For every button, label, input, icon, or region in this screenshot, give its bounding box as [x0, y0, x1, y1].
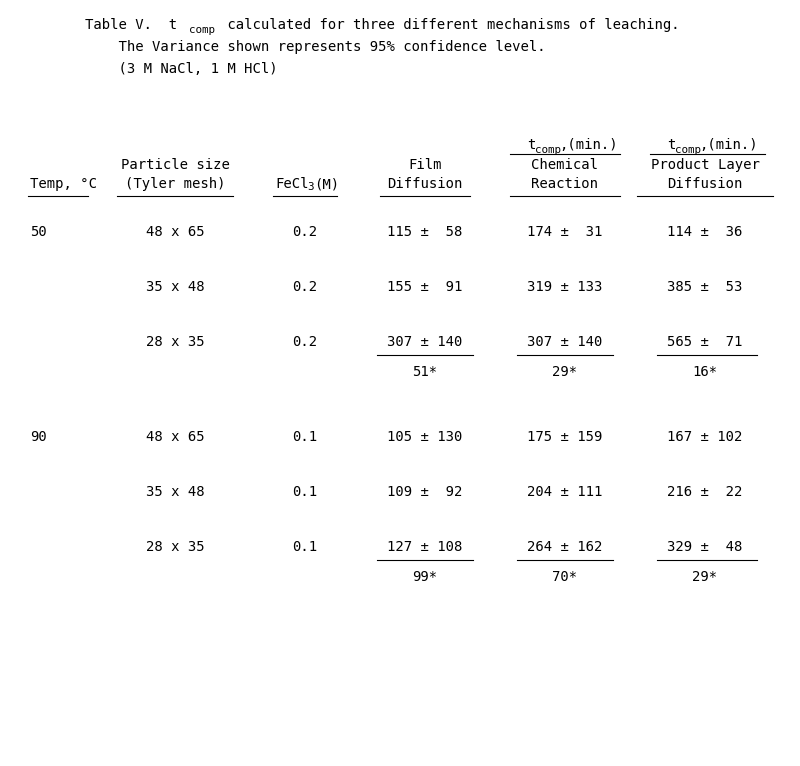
Text: 35 x 48: 35 x 48: [146, 280, 204, 294]
Text: 48 x 65: 48 x 65: [146, 430, 204, 444]
Text: 90: 90: [30, 430, 46, 444]
Text: 29*: 29*: [553, 365, 578, 379]
Text: 167 ± 102: 167 ± 102: [667, 430, 742, 444]
Text: 216 ±  22: 216 ± 22: [667, 485, 742, 499]
Text: The Variance shown represents 95% confidence level.: The Variance shown represents 95% confid…: [85, 40, 546, 54]
Text: 175 ± 159: 175 ± 159: [527, 430, 602, 444]
Text: 0.2: 0.2: [293, 280, 318, 294]
Text: 99*: 99*: [413, 570, 438, 584]
Text: 127 ± 108: 127 ± 108: [387, 540, 462, 554]
Text: (M): (M): [314, 177, 339, 191]
Text: Temp, °C: Temp, °C: [30, 177, 97, 191]
Text: 307 ± 140: 307 ± 140: [527, 335, 602, 349]
Text: calculated for three different mechanisms of leaching.: calculated for three different mechanism…: [219, 18, 680, 32]
Text: 204 ± 111: 204 ± 111: [527, 485, 602, 499]
Text: 565 ±  71: 565 ± 71: [667, 335, 742, 349]
Text: 115 ±  58: 115 ± 58: [387, 225, 462, 239]
Text: (Tyler mesh): (Tyler mesh): [125, 177, 226, 191]
Text: 50: 50: [30, 225, 46, 239]
Text: FeCl: FeCl: [275, 177, 309, 191]
Text: 385 ±  53: 385 ± 53: [667, 280, 742, 294]
Text: 28 x 35: 28 x 35: [146, 335, 204, 349]
Text: Film: Film: [408, 158, 442, 172]
Text: 28 x 35: 28 x 35: [146, 540, 204, 554]
Text: Diffusion: Diffusion: [387, 177, 462, 191]
Text: 0.2: 0.2: [293, 335, 318, 349]
Text: 109 ±  92: 109 ± 92: [387, 485, 462, 499]
Text: 70*: 70*: [553, 570, 578, 584]
Text: Reaction: Reaction: [531, 177, 598, 191]
Text: 319 ± 133: 319 ± 133: [527, 280, 602, 294]
Text: Chemical: Chemical: [531, 158, 598, 172]
Text: 0.1: 0.1: [293, 540, 318, 554]
Text: 35 x 48: 35 x 48: [146, 485, 204, 499]
Text: ,(min.): ,(min.): [699, 138, 758, 152]
Text: 155 ±  91: 155 ± 91: [387, 280, 462, 294]
Text: 264 ± 162: 264 ± 162: [527, 540, 602, 554]
Text: 29*: 29*: [693, 570, 718, 584]
Text: Product Layer: Product Layer: [650, 158, 759, 172]
Text: t: t: [667, 138, 675, 152]
Text: 114 ±  36: 114 ± 36: [667, 225, 742, 239]
Text: Diffusion: Diffusion: [667, 177, 742, 191]
Text: t: t: [527, 138, 535, 152]
Text: comp: comp: [535, 145, 561, 155]
Text: 105 ± 130: 105 ± 130: [387, 430, 462, 444]
Text: 329 ±  48: 329 ± 48: [667, 540, 742, 554]
Text: (3 M NaCl, 1 M HCl): (3 M NaCl, 1 M HCl): [85, 62, 278, 76]
Text: 48 x 65: 48 x 65: [146, 225, 204, 239]
Text: 307 ± 140: 307 ± 140: [387, 335, 462, 349]
Text: comp: comp: [675, 145, 701, 155]
Text: 0.1: 0.1: [293, 485, 318, 499]
Text: 174 ±  31: 174 ± 31: [527, 225, 602, 239]
Text: 3: 3: [307, 182, 314, 192]
Text: comp: comp: [189, 25, 215, 35]
Text: 0.2: 0.2: [293, 225, 318, 239]
Text: Table V.  t: Table V. t: [85, 18, 177, 32]
Text: ,(min.): ,(min.): [559, 138, 618, 152]
Text: 0.1: 0.1: [293, 430, 318, 444]
Text: Particle size: Particle size: [121, 158, 230, 172]
Text: 51*: 51*: [413, 365, 438, 379]
Text: 16*: 16*: [693, 365, 718, 379]
